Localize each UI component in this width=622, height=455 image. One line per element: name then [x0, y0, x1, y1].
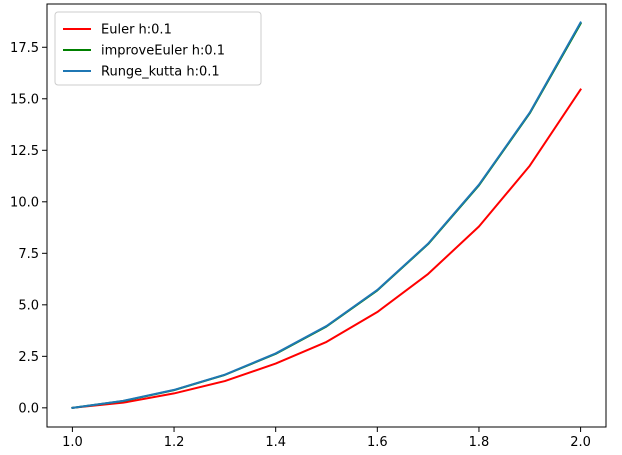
x-tick-label: 1.6	[367, 435, 388, 450]
y-tick-label: 2.5	[18, 350, 39, 365]
legend-label-2: Runge_kutta h:0.1	[101, 65, 220, 80]
y-tick-label: 17.5	[10, 41, 39, 56]
legend-box	[54, 11, 262, 86]
y-tick-label: 12.5	[10, 144, 39, 159]
x-tick-label: 1.2	[164, 435, 185, 450]
legend-label-1: improveEuler h:0.1	[101, 44, 225, 59]
x-tick-label: 1.8	[469, 435, 490, 450]
y-tick-label: 0.0	[18, 401, 39, 416]
plot-area	[71, 21, 582, 409]
series-line-2	[71, 21, 582, 409]
axes: 1.0 1.2 1.4 1.6 1.8 2.0 0.0 2.5 5.0 7.5 10.0 12.5 15…	[10, 3, 607, 450]
legend-label-0: Euler h:0.1	[101, 23, 172, 38]
plot-frame	[46, 3, 607, 428]
x-tick-label: 1.4	[265, 435, 286, 450]
y-tick-label: 15.0	[10, 92, 39, 107]
legend: Euler h:0.1 improveEuler h:0.1 Runge_kutta…	[54, 11, 262, 86]
y-tick-label: 10.0	[10, 195, 39, 210]
x-tick-label: 1.0	[62, 435, 83, 450]
y-tick-label: 7.5	[18, 247, 39, 262]
series-line-0	[71, 88, 582, 409]
x-tick-label: 2.0	[570, 435, 591, 450]
y-tick-label: 5.0	[18, 298, 39, 313]
